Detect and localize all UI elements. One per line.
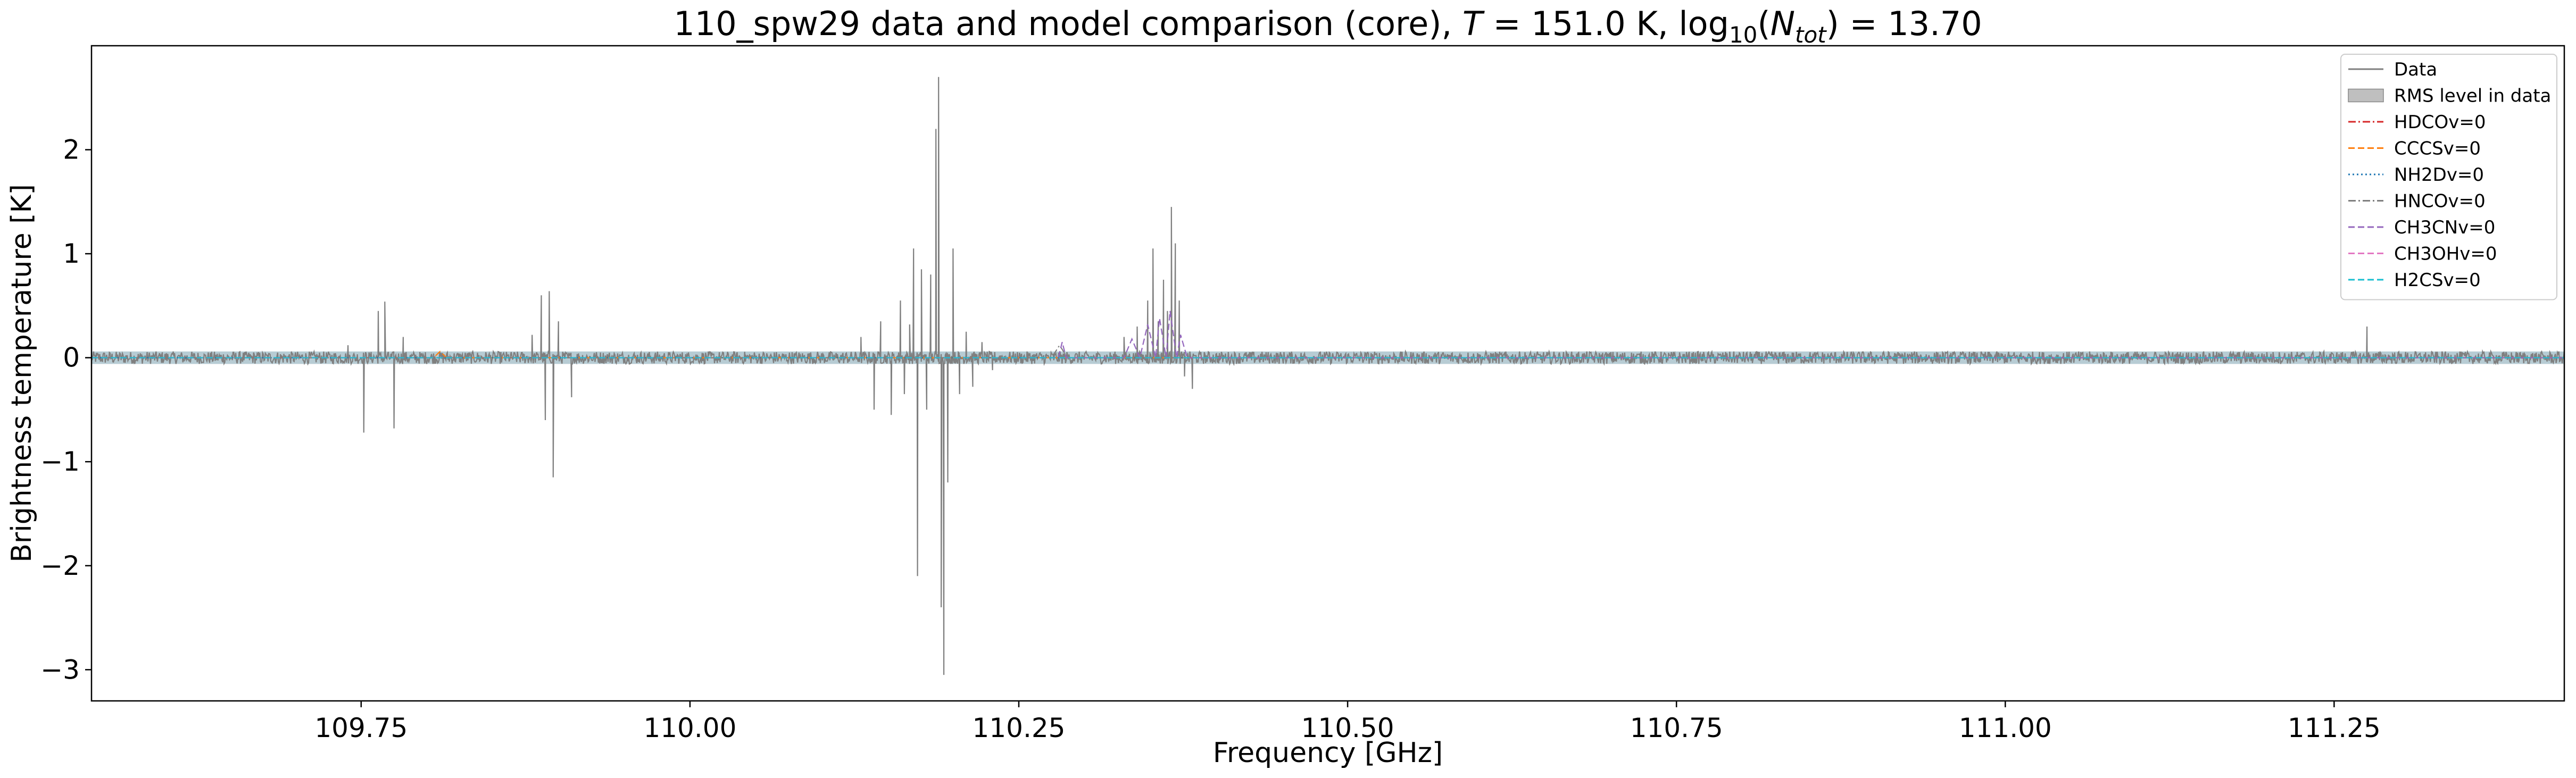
series-ch3cnv-0	[92, 311, 2564, 360]
chart-title: 110_spw29 data and model comparison (cor…	[674, 4, 1982, 48]
legend-label-data: Data	[2394, 59, 2437, 80]
y-tick-label: 0	[63, 342, 80, 373]
series-data	[92, 77, 2564, 675]
x-tick-label: 111.25	[2288, 713, 2381, 743]
y-tick-label: −3	[40, 654, 80, 685]
legend-label-hncov-0: HNCOv=0	[2394, 191, 2486, 212]
plot-frame	[90, 45, 2565, 702]
x-tick-label: 110.00	[643, 713, 736, 743]
x-axis-ticks: 109.75 110.00 110.25 110.50 110.75 111.00 111.…	[314, 701, 2381, 743]
legend-label-hdcov-0: HDCOv=0	[2394, 112, 2486, 133]
legend-label-cccsv-0: CCCSv=0	[2394, 138, 2481, 160]
y-axis-label: Brightness temperature [K]	[6, 184, 38, 563]
x-tick-label: 109.75	[314, 713, 408, 743]
x-tick-label: 110.25	[973, 713, 1066, 743]
legend-swatch-rms-level-in-data	[2348, 88, 2384, 103]
legend-label-h2csv-0: H2CSv=0	[2394, 270, 2481, 291]
y-tick-label: −1	[40, 446, 80, 477]
y-axis-ticks: −3 −2 −1 0 1 2	[40, 135, 92, 685]
legend-label-ch3ohv-0: CH3OHv=0	[2394, 244, 2497, 265]
x-axis-label: Frequency [GHz]	[1213, 737, 1443, 769]
x-tick-label: 110.75	[1630, 713, 1723, 743]
legend-label-nh2dv-0: NH2Dv=0	[2394, 164, 2484, 186]
y-tick-label: −2	[40, 550, 80, 581]
x-tick-label: 110.50	[1301, 713, 1394, 743]
legend-label-rms-level-in-data: RMS level in data	[2394, 86, 2551, 107]
legend: Data RMS level in data HDCOv=0 CCCSv=0 NH2Dv…	[2340, 54, 2557, 300]
legend-label-ch3cnv-0: CH3CNv=0	[2394, 217, 2495, 238]
series-layer	[92, 77, 2564, 675]
x-tick-label: 111.00	[1959, 713, 2052, 743]
y-tick-label: 1	[63, 238, 80, 269]
legend-box	[2340, 54, 2557, 300]
y-tick-label: 2	[63, 135, 80, 165]
